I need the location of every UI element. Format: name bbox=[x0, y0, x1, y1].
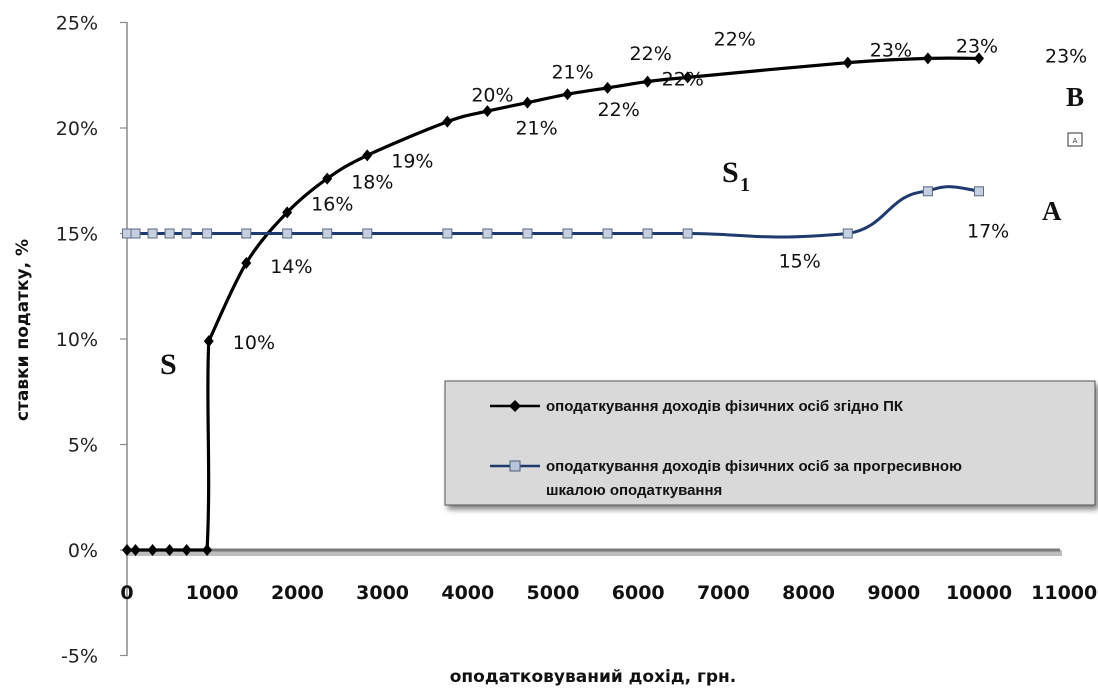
square-marker bbox=[442, 228, 453, 239]
square-marker bbox=[241, 228, 252, 239]
x-axis-title: оподатковуваний дохід, грн. bbox=[450, 667, 737, 687]
diamond-marker bbox=[203, 335, 214, 348]
diamond-marker bbox=[122, 544, 132, 556]
x-tick-label: 10000 bbox=[946, 582, 1012, 604]
data-label: 19% bbox=[391, 150, 433, 172]
y-tick-label: 10% bbox=[56, 329, 98, 351]
data-label: 23% bbox=[956, 35, 998, 57]
diamond-marker bbox=[602, 81, 613, 94]
data-label: 22% bbox=[662, 68, 704, 90]
x-tick-label: 6000 bbox=[612, 582, 665, 604]
y-ticks: -5% 0% 5% 10% 15% 20% 25% bbox=[56, 13, 127, 668]
diamond-marker bbox=[322, 172, 333, 185]
diamond-marker bbox=[362, 149, 373, 162]
legend-item-progressive: оподаткування доходів фізичних осіб за п… bbox=[490, 458, 966, 499]
data-label: 21% bbox=[515, 118, 557, 140]
y-axis-title: ставки податку, % bbox=[13, 239, 33, 421]
data-label: 22% bbox=[630, 43, 672, 65]
square-marker bbox=[122, 228, 132, 239]
square-marker bbox=[682, 228, 693, 239]
data-label: 21% bbox=[551, 62, 593, 84]
x-tick-label: 11000 bbox=[1031, 582, 1097, 604]
data-label: 16% bbox=[311, 193, 353, 215]
y-tick-label: 25% bbox=[56, 13, 98, 35]
annotation-S1: S bbox=[722, 156, 739, 189]
x-tick-label: 1000 bbox=[186, 582, 239, 604]
annotation-S: S bbox=[160, 348, 177, 381]
square-marker bbox=[164, 228, 175, 239]
diamond-marker bbox=[147, 544, 158, 556]
y-tick-label: 5% bbox=[68, 435, 98, 457]
x-tick-label: 8000 bbox=[782, 582, 835, 604]
square-marker bbox=[482, 228, 493, 239]
diamond-marker bbox=[164, 544, 175, 556]
x-tick-label: 5000 bbox=[527, 582, 580, 604]
data-labels: 10%14%16%18%19%20%21%21%22%22%22%22%23% 2… bbox=[233, 28, 1087, 354]
legend-label-progressive: оподаткування доходів фізичних осіб за п… bbox=[546, 458, 966, 499]
x-tick-label: 2000 bbox=[271, 582, 324, 604]
annotation-S1-subscript: 1 bbox=[740, 174, 750, 196]
square-marker bbox=[562, 228, 573, 239]
x-tick-label: 9000 bbox=[867, 582, 920, 604]
series-markers bbox=[122, 52, 984, 556]
diamond-marker bbox=[922, 52, 933, 65]
x-tick-label: 3000 bbox=[356, 582, 409, 604]
square-marker bbox=[147, 228, 158, 239]
square-marker bbox=[922, 186, 933, 197]
y-tick-label: 20% bbox=[56, 118, 98, 140]
data-label: 10% bbox=[233, 332, 275, 354]
diamond-marker bbox=[241, 257, 252, 270]
diamond-marker bbox=[442, 115, 453, 128]
square-marker bbox=[362, 228, 373, 239]
x-ticks: 0 1000 2000 3000 4000 5000 6000 7000 8000 9000 100… bbox=[120, 582, 1097, 604]
annotation-A: A bbox=[1042, 196, 1062, 226]
data-label: 18% bbox=[351, 172, 393, 194]
data-label: 23% bbox=[870, 40, 912, 62]
y-tick-label: 0% bbox=[68, 540, 98, 562]
diamond-marker bbox=[202, 544, 213, 556]
data-label: 14% bbox=[270, 256, 312, 278]
square-marker bbox=[642, 228, 653, 239]
diamond-marker bbox=[562, 88, 573, 101]
square-marker bbox=[202, 228, 213, 239]
legend-box bbox=[444, 380, 1096, 506]
x-tick-label: 4000 bbox=[441, 582, 494, 604]
square-marker bbox=[602, 228, 613, 239]
square-marker bbox=[181, 228, 192, 239]
legend-item-pk: оподаткування доходів фізичних осіб згід… bbox=[490, 398, 904, 415]
square-marker bbox=[322, 228, 333, 239]
diamond-marker bbox=[522, 96, 533, 109]
data-label: 22% bbox=[598, 99, 640, 121]
diamond-marker bbox=[682, 71, 693, 84]
diamond-marker bbox=[282, 206, 293, 219]
data-label: 23% bbox=[1045, 45, 1087, 67]
y-tick-label: -5% bbox=[61, 646, 98, 668]
diamond-marker bbox=[642, 75, 653, 88]
diamond-marker bbox=[482, 105, 493, 118]
data-label: 15% bbox=[779, 251, 821, 273]
diamond-marker bbox=[130, 544, 141, 556]
legend: оподаткування доходів фізичних осіб згід… bbox=[444, 380, 1096, 506]
y-tick-label: 15% bbox=[56, 224, 98, 246]
diamond-marker bbox=[974, 52, 984, 65]
square-marker bbox=[522, 228, 533, 239]
x-tick-label: 7000 bbox=[697, 582, 750, 604]
data-label: 20% bbox=[471, 85, 513, 107]
square-marker bbox=[974, 186, 984, 197]
legend-label-pk: оподаткування доходів фізичних осіб згід… bbox=[546, 398, 904, 415]
square-marker bbox=[842, 228, 853, 239]
annotation-box-marker: A bbox=[1067, 132, 1083, 147]
square-marker bbox=[130, 228, 141, 239]
diamond-marker bbox=[181, 544, 192, 556]
legend-square-marker bbox=[509, 460, 521, 472]
svg-text:A: A bbox=[1073, 137, 1078, 145]
square-marker bbox=[282, 228, 293, 239]
data-label: 22% bbox=[714, 28, 756, 50]
annotation-B: B bbox=[1066, 82, 1084, 112]
legend-diamond-marker bbox=[509, 400, 521, 412]
data-label: 17% bbox=[967, 220, 1009, 242]
x-tick-label: 0 bbox=[120, 582, 133, 604]
diamond-marker bbox=[842, 56, 853, 69]
